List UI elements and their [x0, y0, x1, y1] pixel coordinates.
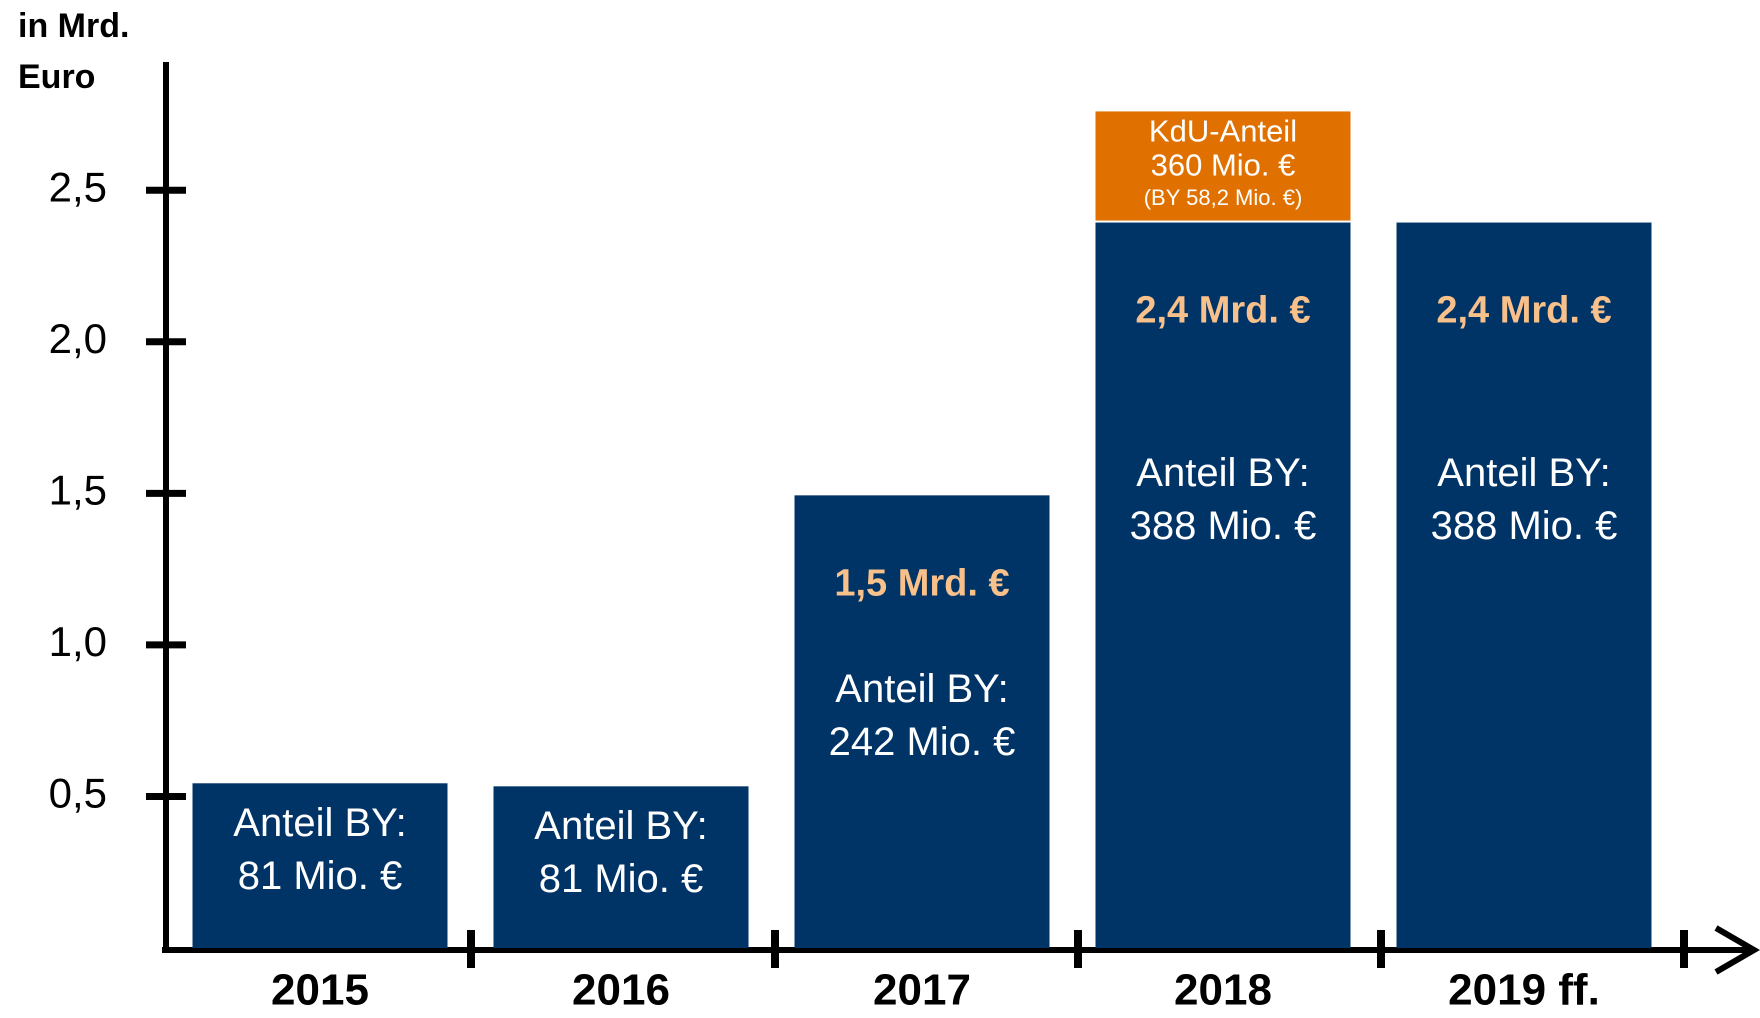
value-label: 2,4 Mrd. € — [1135, 290, 1310, 332]
bar-note: 388 Mio. € — [1130, 504, 1317, 548]
y-tick-label: 1,5 — [49, 466, 107, 513]
value-label: 360 Mio. € — [1151, 148, 1296, 183]
y-tick-label: 2,0 — [49, 315, 107, 362]
y-tick-label: 1,0 — [49, 618, 107, 665]
bar-note: KdU-Anteil — [1149, 114, 1297, 149]
bar-note: Anteil BY: — [1437, 451, 1610, 495]
x-tick-label: 2018 — [1174, 966, 1272, 1015]
y-tick-label: 0,5 — [49, 770, 107, 817]
y-axis-label: in Mrd. — [18, 7, 129, 45]
x-axis-arrow — [1714, 925, 1760, 975]
bar-note: 81 Mio. € — [539, 857, 704, 901]
bar-note: (BY 58,2 Mio. €) — [1144, 185, 1303, 210]
bar-segment — [1095, 111, 1351, 221]
x-tick-label: 2017 — [873, 966, 971, 1015]
bar-segment — [493, 786, 749, 948]
bar-note: Anteil BY: — [534, 804, 707, 848]
bar-note: 81 Mio. € — [238, 854, 403, 898]
bar-note: 242 Mio. € — [829, 720, 1016, 764]
value-label: 2,4 Mrd. € — [1436, 290, 1611, 332]
x-tick-label: 2015 — [271, 966, 369, 1015]
value-label: 1,5 Mrd. € — [834, 562, 1009, 604]
bar-segment — [192, 783, 448, 948]
bar-segment — [794, 495, 1050, 948]
bar-segment — [1095, 222, 1351, 948]
y-axis-label: Euro — [18, 58, 95, 96]
bar-note: 388 Mio. € — [1431, 504, 1618, 548]
x-tick-label: 2019 ff. — [1448, 966, 1600, 1015]
x-separators — [467, 930, 1688, 968]
bar-segment — [1396, 222, 1652, 948]
bar-note: Anteil BY: — [1136, 451, 1309, 495]
bar-note: Anteil BY: — [233, 801, 406, 845]
x-tick-label: 2016 — [572, 966, 670, 1015]
y-tick-label: 2,5 — [49, 163, 107, 210]
bar-note: Anteil BY: — [835, 667, 1008, 711]
